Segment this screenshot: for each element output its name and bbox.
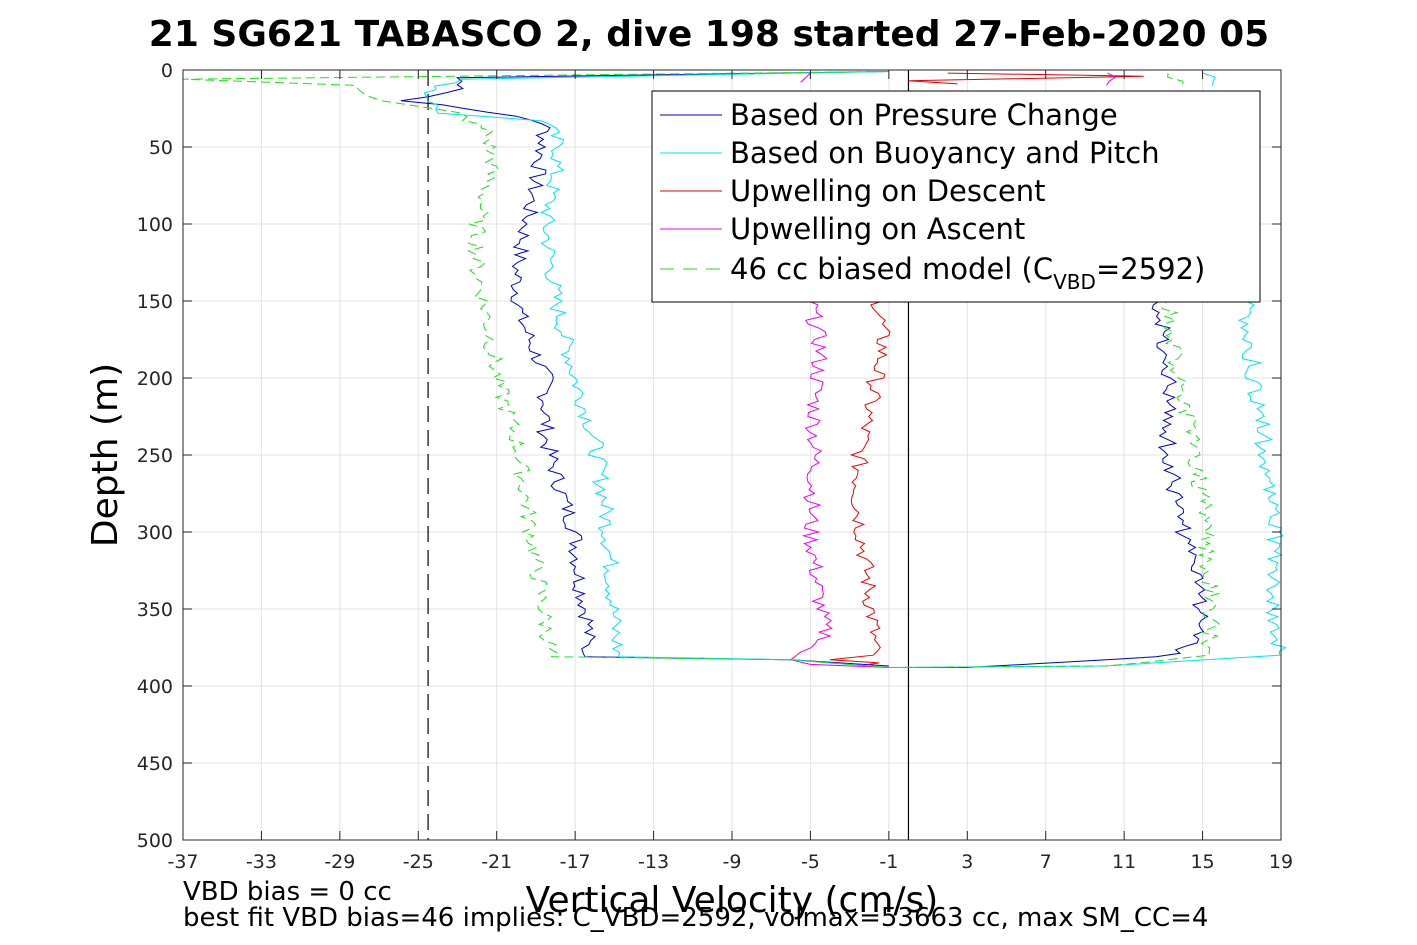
x-axis-ticks: -37 -33 -29 -25 -21 -17 -13 -9 -5 -1 3 7 11 15 19 (167, 70, 1293, 873)
legend-entry: Based on Pressure Change (660, 98, 1118, 132)
x-tick-label: -21 (481, 851, 512, 873)
series-line (800, 72, 811, 83)
vbd-bias-note: VBD bias = 0 cc (183, 877, 392, 907)
y-tick-label: 300 (137, 522, 173, 544)
x-tick-label: -37 (167, 851, 198, 873)
legend-label: Based on Buoyancy and Pitch (730, 136, 1160, 170)
x-axis-label: Vertical Velocity (cm/s) (526, 880, 939, 921)
y-tick-label: 250 (137, 445, 173, 467)
legend-entry: Based on Buoyancy and Pitch (660, 136, 1160, 170)
x-tick-label: -33 (246, 851, 277, 873)
x-tick-label: -9 (723, 851, 742, 873)
x-tick-label: 15 (1190, 851, 1214, 873)
legend-entry: 46 cc biased model (CVBD=2592) (660, 252, 1205, 294)
series-line (888, 300, 1209, 668)
y-tick-label: 150 (137, 291, 173, 313)
series-lines (182, 71, 1287, 668)
series-line (1167, 73, 1184, 86)
y-tick-label: 0 (161, 60, 173, 82)
legend-box (651, 90, 1261, 303)
x-tick-label: 7 (1040, 851, 1052, 873)
x-tick-label: 11 (1112, 851, 1136, 873)
x-tick-label: -29 (324, 851, 355, 873)
x-tick-label: -1 (879, 851, 898, 873)
y-axis-label: Depth (m) (85, 363, 126, 547)
y-tick-label: 400 (137, 676, 173, 698)
x-tick-label: -5 (801, 851, 820, 873)
y-tick-label: 350 (137, 599, 173, 621)
y-tick-label: 500 (137, 830, 173, 852)
series-line (789, 300, 889, 668)
series-line (1202, 72, 1216, 86)
legend-label: 46 cc biased model (CVBD=2592) (730, 252, 1205, 294)
series-line (182, 71, 889, 668)
y-tick-label: 50 (149, 137, 173, 159)
y-tick-label: 200 (137, 368, 173, 390)
legend-label-suffix: =2592) (1096, 252, 1205, 286)
legend-label: Upwelling on Descent (730, 174, 1046, 208)
x-tick-label: 3 (961, 851, 973, 873)
chart-title: 21 SG621 TABASCO 2, dive 198 started 27-… (149, 14, 1269, 55)
y-tick-label: 450 (137, 753, 173, 775)
legend-label-subscript: VBD (1053, 270, 1096, 294)
legend-entry: Upwelling on Descent (660, 174, 1046, 208)
x-tick-label: -25 (403, 851, 434, 873)
y-axis-ticks: 0 50 100 150 200 250 300 350 400 450 500 (137, 60, 1281, 852)
x-tick-label: -17 (560, 851, 591, 873)
series-line (888, 300, 1221, 668)
series-line (1106, 72, 1117, 86)
series-line (423, 71, 889, 668)
legend-label: Upwelling on Ascent (730, 212, 1025, 246)
legend: Based on Pressure Change Based on Buoyan… (651, 90, 1261, 303)
y-tick-label: 100 (137, 214, 173, 236)
legend-label-main: 46 cc biased model (C (730, 252, 1053, 286)
x-tick-label: 19 (1269, 851, 1293, 873)
series-line (829, 300, 891, 665)
best-fit-note: best fit VBD bias=46 implies: C_VBD=2592… (183, 903, 1209, 933)
series-line (400, 71, 889, 667)
legend-entry: Upwelling on Ascent (660, 212, 1025, 246)
legend-label: Based on Pressure Change (730, 98, 1118, 132)
x-tick-label: -13 (638, 851, 669, 873)
